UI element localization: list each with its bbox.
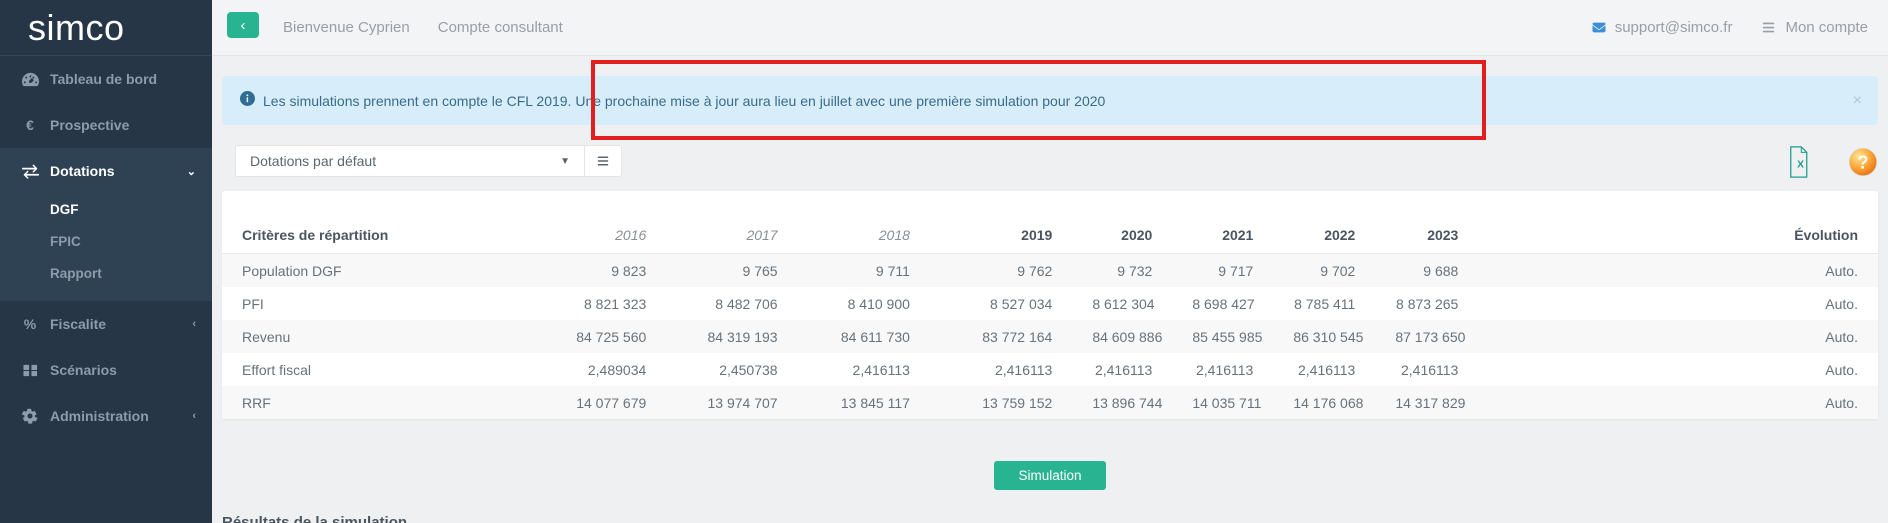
svg-text:?: ? (1857, 153, 1868, 173)
svg-text:X: X (1797, 159, 1804, 170)
